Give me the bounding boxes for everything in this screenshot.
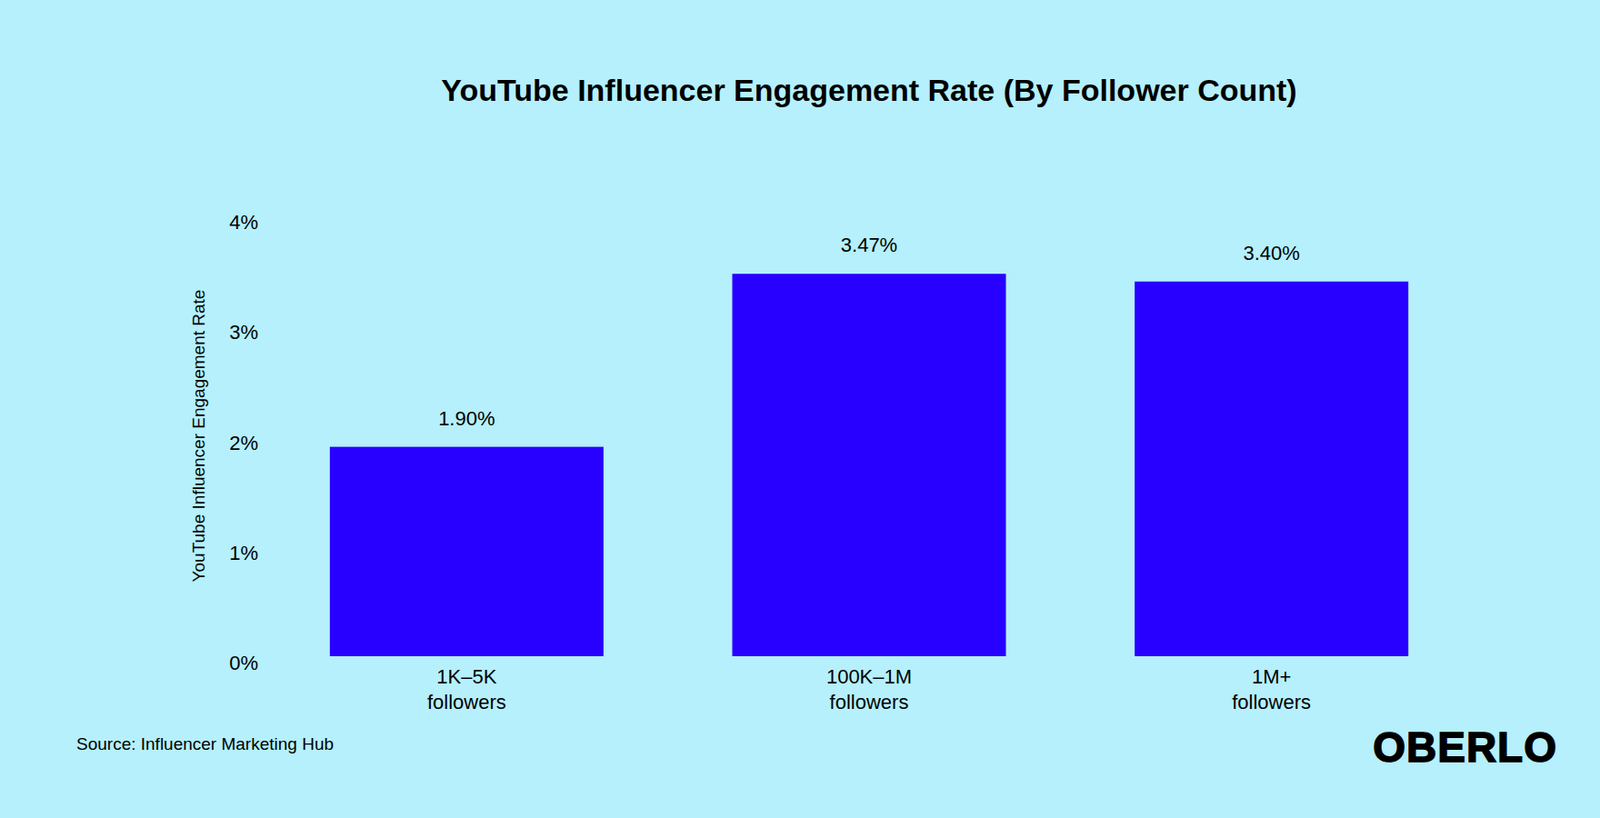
bars	[330, 273, 1409, 657]
data-label: 3.40%	[1242, 241, 1300, 265]
x-tick-label-line: 1M+	[1251, 665, 1291, 689]
background	[0, 0, 1600, 818]
bar	[1134, 281, 1409, 657]
y-tick-label: 2%	[229, 431, 259, 455]
y-tick-label: 3%	[229, 320, 259, 344]
y-tick-label: 0%	[229, 651, 259, 675]
x-tick-label-line: 1K–5K	[436, 665, 497, 689]
data-label: 1.90%	[438, 407, 495, 430]
bar	[330, 447, 604, 657]
y-axis-label: YouTube Influencer Engagement Rate	[189, 290, 209, 583]
bar	[731, 273, 1006, 657]
x-tick-label-line: followers	[830, 690, 910, 714]
x-tick-label: 1K–5Kfollowers	[427, 665, 507, 714]
x-tick-label: 100K–1Mfollowers	[826, 665, 912, 714]
y-tick-label: 1%	[229, 541, 259, 565]
y-tick-label: 4%	[229, 210, 259, 234]
chart-root: YouTube Influencer Engagement Rate (By F…	[0, 0, 1600, 818]
data-label: 3.47%	[840, 233, 898, 257]
title: YouTube Influencer Engagement Rate (By F…	[440, 72, 1297, 108]
x-tick-label-line: followers	[427, 690, 507, 714]
brand-logo: OBERLO	[1372, 723, 1558, 771]
source: Source: Influencer Marketing Hub	[76, 734, 334, 754]
x-tick-label: 1M+followers	[1231, 665, 1311, 714]
x-tick-label-line: 100K–1M	[826, 665, 912, 689]
x-tick-label-line: followers	[1231, 690, 1311, 714]
chart: YouTube Influencer Engagement Rate (By F…	[0, 0, 1600, 818]
